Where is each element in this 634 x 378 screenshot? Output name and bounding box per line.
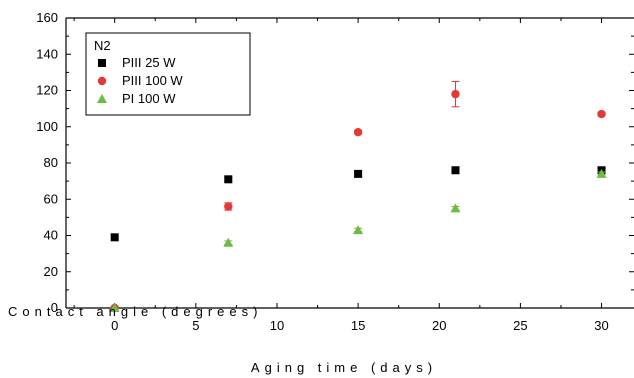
data-point-series-1 [354, 169, 363, 178]
y-tick-label: 120 [36, 83, 58, 98]
axis-ticks: 0 20 40 60 80 100 120 140 160 0 5 10 15 20 25 30 [36, 10, 634, 333]
legend-marker-3 [97, 94, 107, 103]
legend-label-3: PI 100 W [122, 91, 176, 106]
legend-label-2: PIII 100 W [122, 73, 183, 88]
y-tick-label: 60 [44, 191, 58, 206]
legend-marker-1 [98, 59, 106, 67]
data-point-series-2 [451, 89, 460, 99]
x-tick-label: 25 [513, 318, 527, 333]
y-tick-label: 140 [36, 46, 58, 61]
data-point-series-3 [353, 225, 364, 235]
y-axis-title: Contact angle (degrees) [8, 304, 262, 319]
x-tick-label: 10 [270, 318, 284, 333]
y-tick-label: 100 [36, 119, 58, 134]
y-tick-label: 0 [51, 300, 58, 315]
data-point-series-3 [450, 203, 461, 213]
legend-marker-2 [97, 76, 107, 86]
legend-label-1: PIII 25 W [122, 55, 176, 70]
legend: N2 PIII 25 W PIII 100 W PI 100 W [85, 32, 251, 116]
data-point-series-2 [353, 127, 363, 137]
legend-title: N2 [94, 38, 111, 53]
data-point-series-3 [596, 168, 607, 178]
y-tick-label: 160 [36, 10, 58, 25]
data-point-series-3 [223, 237, 234, 247]
x-tick-label: 0 [111, 318, 118, 333]
data-point-series-1 [110, 233, 119, 242]
x-tick-label: 30 [594, 318, 608, 333]
data-marks [109, 80, 607, 313]
y-tick-label: 20 [44, 264, 58, 279]
x-tick-label: 5 [192, 318, 199, 333]
legend-box [85, 32, 251, 116]
data-point-series-3 [109, 303, 120, 312]
data-point-series-1 [451, 166, 460, 175]
x-tick-label: 15 [351, 318, 365, 333]
y-tick-label: 80 [44, 155, 58, 170]
x-axis-title: Aging time (days) [251, 360, 437, 375]
data-point-series-2 [224, 202, 233, 211]
data-point-series-2 [597, 109, 606, 119]
y-tick-label: 40 [44, 228, 58, 243]
x-tick-label: 20 [432, 318, 446, 333]
data-point-series-1 [224, 175, 233, 184]
